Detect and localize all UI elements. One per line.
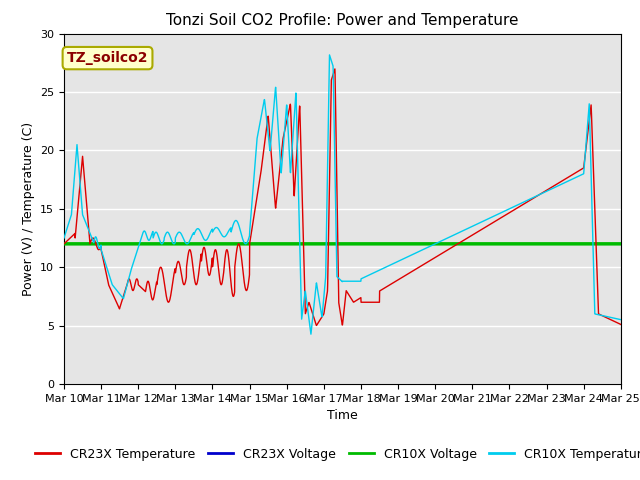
Text: TZ_soilco2: TZ_soilco2 (67, 51, 148, 65)
Title: Tonzi Soil CO2 Profile: Power and Temperature: Tonzi Soil CO2 Profile: Power and Temper… (166, 13, 518, 28)
Y-axis label: Power (V) / Temperature (C): Power (V) / Temperature (C) (22, 122, 35, 296)
Legend: CR23X Temperature, CR23X Voltage, CR10X Voltage, CR10X Temperature: CR23X Temperature, CR23X Voltage, CR10X … (30, 443, 640, 466)
X-axis label: Time: Time (327, 409, 358, 422)
